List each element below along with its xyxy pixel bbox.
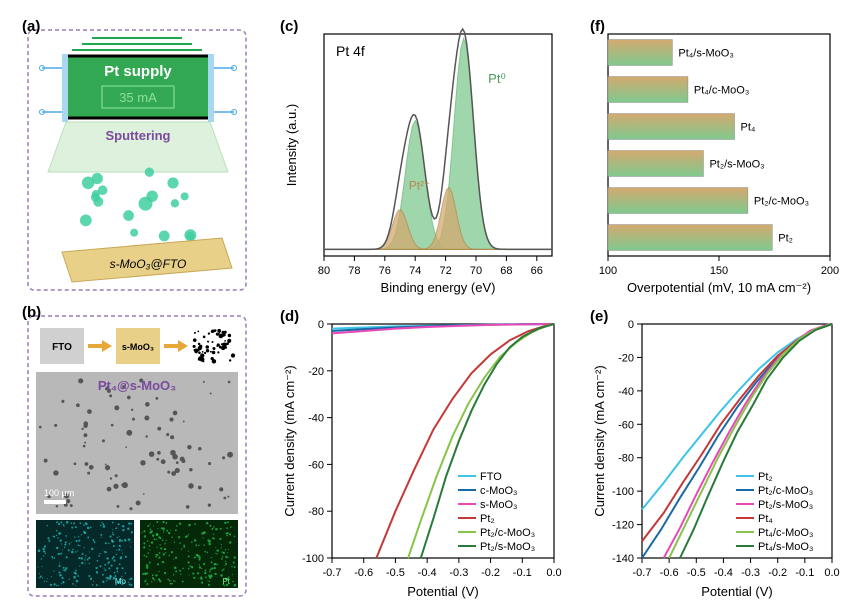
svg-text:-120: -120: [612, 520, 634, 532]
svg-text:76: 76: [379, 265, 391, 277]
svg-text:Pt₂: Pt₂: [778, 233, 793, 245]
bar-chart-f: 100 150 200 Overpotential (mV, 10 mA cm⁻²) P…: [590, 20, 840, 300]
label-b: (b): [22, 304, 41, 321]
svg-text:Current density (mA cm⁻²): Current density (mA cm⁻²): [282, 365, 297, 516]
panel-d: (d) -0.7-0.6-0.5-0.4-0.3-0.2-0.10.0-100-…: [280, 310, 562, 604]
mo-label: Mo: [115, 577, 127, 586]
svg-text:-0.6: -0.6: [660, 567, 679, 579]
svg-text:Pt₂/s-MoO₃: Pt₂/s-MoO₃: [709, 159, 764, 171]
svg-text:0: 0: [318, 319, 324, 331]
svg-text:Pt₂/c-MoO₃: Pt₂/c-MoO₃: [480, 527, 535, 539]
svg-text:-0.7: -0.7: [323, 567, 342, 579]
svg-text:200: 200: [821, 265, 839, 277]
svg-text:70: 70: [470, 265, 482, 277]
iv-chart-d: -0.7 -0.6 -0.5 -0.4 -0.3 -0.2 -0.1 0.0 -100 -80 -6…: [280, 310, 562, 604]
svg-text:Pt₂: Pt₂: [480, 513, 495, 525]
svg-text:-0.6: -0.6: [354, 567, 373, 579]
sample-label: Pt₄@s-MoO₃: [98, 378, 176, 393]
svg-text:-40: -40: [308, 413, 324, 425]
svg-text:Pt₂/s-MoO₃: Pt₂/s-MoO₃: [758, 499, 813, 511]
panel-e: (e) -0.7-0.6-0.5-0.4-0.3-0.2-0.10.0-140-…: [590, 310, 840, 604]
svg-text:-0.7: -0.7: [633, 567, 652, 579]
svg-text:-100: -100: [612, 486, 634, 498]
smo-label: s-MoO₃: [122, 342, 154, 352]
svg-text:Pt₄/c-MoO₃: Pt₄/c-MoO₃: [758, 527, 813, 539]
svg-text:-0.4: -0.4: [418, 567, 437, 579]
svg-text:-80: -80: [618, 453, 634, 465]
svg-text:-60: -60: [308, 459, 324, 471]
label-c: (c): [280, 18, 298, 35]
svg-text:-40: -40: [618, 386, 634, 398]
svg-text:66: 66: [531, 265, 543, 277]
svg-text:Potential (V): Potential (V): [701, 584, 773, 599]
current-text: 35 mA: [119, 90, 157, 105]
svg-text:Overpotential (mV, 10 mA cm⁻²): Overpotential (mV, 10 mA cm⁻²): [627, 280, 811, 295]
panel-a: (a) Pt supply 35 mA Sputtering s-MoO₃@FT…: [22, 20, 252, 300]
svg-text:-80: -80: [308, 506, 324, 518]
substrate-label: s-MoO₃@FTO: [110, 257, 187, 271]
svg-text:-0.4: -0.4: [714, 567, 733, 579]
label-d: (d): [280, 308, 299, 325]
svg-text:-60: -60: [618, 419, 634, 431]
svg-text:Pt₂/c-MoO₃: Pt₂/c-MoO₃: [758, 485, 813, 497]
svg-text:Pt₄/c-MoO₃: Pt₄/c-MoO₃: [694, 85, 749, 97]
svg-text:-20: -20: [618, 352, 634, 364]
pt-label: Pt: [222, 577, 230, 586]
svg-text:c-MoO₃: c-MoO₃: [480, 485, 517, 497]
svg-text:Intensity (a.u.): Intensity (a.u.): [284, 104, 299, 186]
svg-text:78: 78: [348, 265, 360, 277]
scalebar-text: 100 μm: [44, 488, 74, 498]
svg-text:-20: -20: [308, 366, 324, 378]
svg-text:-0.5: -0.5: [687, 567, 706, 579]
svg-text:74: 74: [409, 265, 421, 277]
svg-text:Pt²⁺: Pt²⁺: [409, 178, 431, 192]
svg-text:Pt₂/c-MoO₃: Pt₂/c-MoO₃: [754, 196, 809, 208]
fto-label: FTO: [52, 342, 72, 353]
label-a: (a): [22, 18, 40, 35]
svg-text:-0.1: -0.1: [513, 567, 532, 579]
svg-text:FTO: FTO: [480, 471, 502, 483]
panel-b: (b) FTO s-MoO₃ Pt₄@s-MoO₃ 100 μm Mo Pt: [22, 306, 252, 602]
svg-text:-100: -100: [302, 553, 324, 565]
label-f: (f): [590, 18, 605, 35]
svg-text:150: 150: [710, 265, 728, 277]
svg-text:-140: -140: [612, 553, 634, 565]
svg-text:Pt⁰: Pt⁰: [488, 71, 506, 86]
svg-text:Pt 4f: Pt 4f: [336, 43, 365, 59]
svg-text:100: 100: [599, 265, 617, 277]
pt-supply-text: Pt supply: [104, 63, 172, 80]
svg-text:72: 72: [439, 265, 451, 277]
label-e: (e): [590, 308, 608, 325]
svg-text:s-MoO₃: s-MoO₃: [480, 499, 517, 511]
svg-text:Pt₄/s-MoO₃: Pt₄/s-MoO₃: [678, 48, 733, 60]
svg-text:-0.3: -0.3: [741, 567, 760, 579]
svg-text:Pt₂/s-MoO₃: Pt₂/s-MoO₃: [480, 541, 535, 553]
micrograph-b: FTO s-MoO₃ Pt₄@s-MoO₃ 100 μm Mo Pt: [22, 306, 252, 602]
svg-text:-0.2: -0.2: [481, 567, 500, 579]
svg-text:0.0: 0.0: [824, 567, 839, 579]
svg-text:Pt₄/s-MoO₃: Pt₄/s-MoO₃: [758, 541, 813, 553]
svg-text:Potential (V): Potential (V): [407, 584, 479, 599]
sputtering-label: Sputtering: [106, 128, 171, 143]
svg-text:-0.5: -0.5: [386, 567, 405, 579]
panel-f: (f) 100 150 200 Overpotential (mV, 10 mA cm…: [590, 20, 840, 300]
svg-text:0: 0: [628, 319, 634, 331]
schematic-a: Pt supply 35 mA Sputtering s-MoO₃@FTO: [22, 20, 252, 300]
svg-text:Pt₄: Pt₄: [758, 513, 773, 525]
panel-c: (c) 80 78 76 74 72 70 68 66 Binding energy (eV) I…: [280, 20, 562, 300]
svg-text:-0.2: -0.2: [768, 567, 787, 579]
iv-chart-e: -0.7 -0.6 -0.5 -0.4 -0.3 -0.2 -0.1 0.0 -140 -120 -…: [590, 310, 840, 604]
svg-text:Binding energy (eV): Binding energy (eV): [381, 280, 496, 295]
svg-text:Pt₂: Pt₂: [758, 471, 773, 483]
svg-text:80: 80: [318, 265, 330, 277]
svg-text:Current density (mA cm⁻²): Current density (mA cm⁻²): [592, 365, 607, 516]
svg-text:0.0: 0.0: [546, 567, 561, 579]
svg-text:-0.1: -0.1: [795, 567, 814, 579]
svg-text:-0.3: -0.3: [449, 567, 468, 579]
xps-chart: 80 78 76 74 72 70 68 66 Binding energy (eV) Inten…: [280, 20, 562, 300]
svg-text:Pt₄: Pt₄: [741, 122, 756, 134]
svg-text:68: 68: [500, 265, 512, 277]
